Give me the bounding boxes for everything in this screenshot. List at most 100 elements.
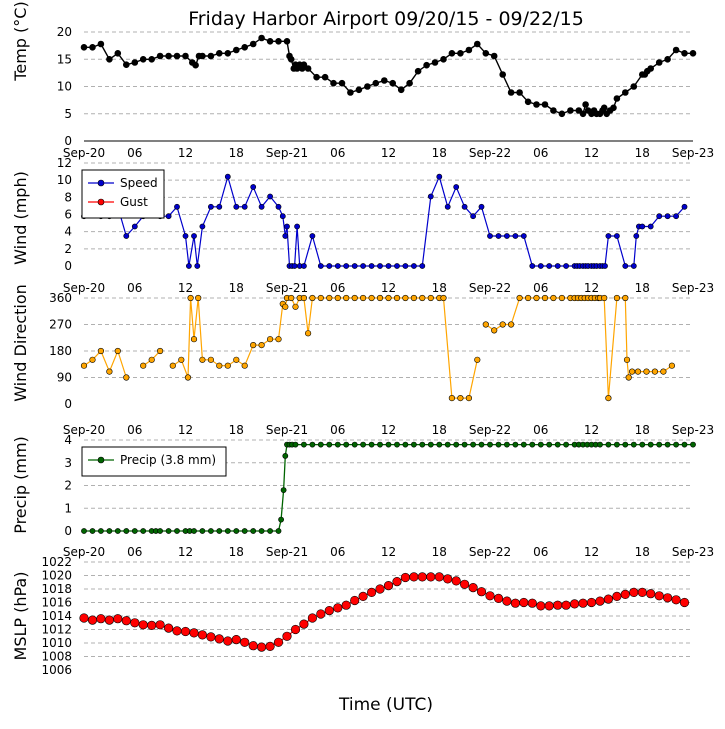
data-point — [563, 441, 569, 448]
x-tick-label: Sep-21 — [266, 423, 308, 437]
data-point — [313, 73, 320, 81]
data-point — [316, 609, 326, 619]
data-point — [628, 368, 636, 375]
x-tick-label: 12 — [381, 545, 396, 559]
data-point — [300, 61, 308, 68]
data-point — [169, 362, 176, 369]
data-point — [81, 528, 87, 534]
data-point — [473, 40, 481, 48]
legend-swatch-marker — [97, 179, 105, 187]
y-axis-label: MSLP (hPa) — [11, 572, 30, 661]
y-tick-label: 4 — [64, 433, 72, 447]
data-point — [164, 623, 174, 633]
x-tick-label: 12 — [178, 545, 193, 559]
data-point — [673, 213, 679, 220]
x-tick-label: 06 — [533, 545, 548, 559]
data-point — [97, 40, 105, 48]
data-point — [516, 294, 523, 302]
data-point — [178, 356, 185, 363]
x-tick-label: Sep-20 — [63, 281, 105, 295]
data-point — [334, 263, 341, 269]
data-point — [579, 110, 587, 118]
y-tick-label: 10 — [57, 173, 72, 187]
data-point — [524, 98, 532, 106]
x-tick-label: 12 — [584, 423, 599, 437]
data-point — [189, 628, 199, 638]
data-point — [300, 441, 307, 448]
x-tick-label: Sep-23 — [672, 146, 714, 160]
data-point — [326, 441, 333, 448]
data-point — [185, 263, 192, 269]
data-point — [206, 632, 216, 642]
data-point — [453, 184, 460, 190]
data-point — [250, 342, 257, 349]
data-point — [495, 441, 502, 448]
data-point — [309, 294, 316, 302]
x-tick-label: Sep-20 — [63, 545, 105, 559]
x-tick-label: Sep-21 — [266, 545, 308, 559]
data-point — [601, 294, 608, 302]
data-point — [402, 441, 409, 448]
data-point — [537, 441, 544, 448]
y-tick-label: 6 — [64, 208, 72, 222]
data-point — [655, 59, 663, 66]
x-tick-label: Sep-23 — [672, 281, 714, 295]
data-point — [461, 441, 468, 448]
data-point — [622, 441, 629, 448]
data-point — [440, 294, 447, 302]
data-point — [622, 263, 629, 269]
y-tick-label: 15 — [57, 52, 72, 66]
y-axis-label: Wind Direction — [11, 284, 30, 402]
data-point — [507, 89, 515, 96]
data-point — [487, 441, 493, 448]
x-tick-label: Sep-22 — [469, 146, 511, 160]
data-point — [326, 294, 333, 302]
data-point — [214, 634, 224, 644]
y-tick-label: 0 — [64, 524, 72, 538]
data-point — [307, 613, 318, 623]
data-point — [541, 294, 549, 302]
data-point — [343, 441, 350, 448]
data-point — [324, 605, 334, 616]
data-point — [224, 173, 231, 180]
data-point — [89, 43, 96, 51]
data-point — [148, 356, 155, 363]
data-point — [478, 203, 485, 210]
data-point — [476, 587, 487, 597]
x-axis-label: Time (UTC) — [338, 695, 433, 715]
data-point — [436, 441, 443, 448]
data-point — [550, 294, 557, 302]
data-point — [266, 37, 274, 45]
data-point — [622, 294, 629, 302]
data-point — [553, 600, 563, 610]
data-point — [499, 71, 507, 78]
data-point — [614, 233, 620, 239]
data-point — [444, 203, 451, 210]
x-tick-label: Sep-22 — [469, 423, 511, 437]
data-point — [282, 233, 289, 239]
data-point — [123, 528, 130, 534]
data-point — [347, 89, 354, 96]
data-point — [561, 600, 571, 610]
data-point — [474, 356, 481, 363]
x-tick-label: 18 — [635, 281, 650, 295]
x-tick-label: 06 — [127, 281, 142, 295]
data-point — [394, 263, 400, 269]
data-point — [358, 591, 368, 602]
panel-1: 0 5 10 15 20 Temp (°C) — [11, 1, 697, 148]
data-point — [364, 83, 371, 90]
data-point — [406, 79, 413, 87]
x-tick-label: 18 — [432, 281, 447, 295]
y-tick-label: 270 — [49, 318, 72, 332]
data-point — [654, 591, 664, 601]
x-tick-label: 12 — [178, 146, 193, 160]
data-point — [300, 263, 307, 269]
data-point — [613, 95, 621, 102]
data-point — [465, 46, 473, 54]
y-tick-label: 1006 — [41, 663, 72, 677]
x-tick-label: 12 — [584, 281, 599, 295]
data-point — [157, 528, 163, 534]
data-point — [326, 263, 333, 269]
data-point — [123, 233, 130, 239]
